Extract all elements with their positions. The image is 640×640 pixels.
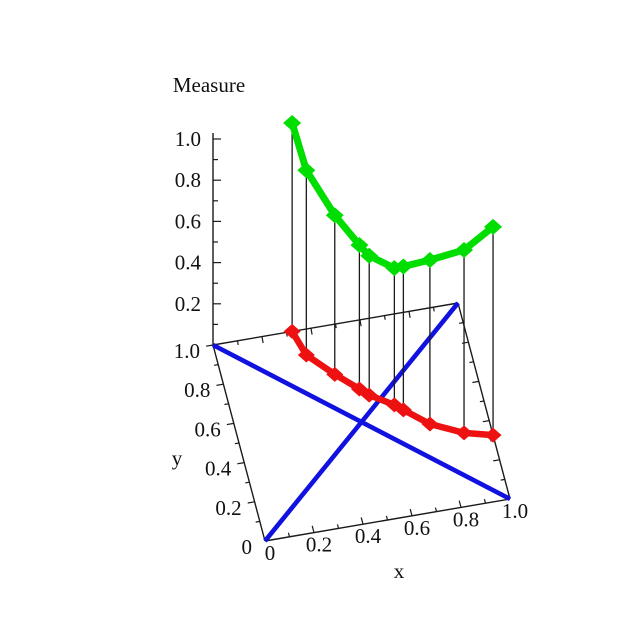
back-edge-tick [432,307,435,312]
y-axis-tick [216,383,224,386]
y-axis-tick-label: 1.0 [174,339,200,363]
red-data-point-marker [283,323,301,339]
x-axis-tick [287,532,291,537]
x-axis-tick-label: 0.2 [306,533,332,557]
y-axis-title: y [172,446,183,470]
y-axis-tick-label: 0.2 [215,496,241,520]
x-axis-tick [434,507,438,512]
red-data-point-marker [484,427,502,443]
y-axis-tick [213,364,219,366]
back-edge-tick [236,340,239,346]
right-edge-tick [500,478,505,481]
red-data-point-marker [421,416,439,432]
y-axis-tick [224,403,229,406]
tick-labels: 0 0.2 0.4 0.6 0.8 1.000.20.40.60.81.00.20.40.… [174,127,528,565]
y-axis-tick-label: 0 [242,535,253,559]
x-axis-tick [458,500,462,508]
back-edge-tick [408,311,411,318]
back-edge-tick [334,323,337,329]
x-axis-tick [311,525,315,533]
green-data-point-marker [455,241,474,258]
x-axis-tick [483,498,487,504]
x-axis-title: x [394,559,405,583]
measure-axis-tick-label: 0.8 [175,168,201,192]
measure-axis-tick-label: 0.2 [175,292,201,316]
y-axis-tick-label: 0.4 [205,457,232,481]
right-edge-tick [479,400,485,403]
x-axis-tick [385,515,389,521]
green-data-point-marker [394,258,413,275]
measure-axis-title: Measure [173,73,245,97]
right-edge-tick [461,341,469,344]
right-edge-tick [458,322,464,324]
green-data-point-marker [325,207,344,224]
red-data-point-marker [326,366,344,382]
green-data-point-marker [484,218,503,235]
right-edge-tick [472,380,479,384]
x-axis-tick-label: 0.6 [404,516,430,540]
y-axis-tick-label: 0.8 [184,378,210,402]
diagonal-y-equals-1-minus-x [211,342,512,502]
y-axis-tick [247,501,255,504]
measure-axis-tick-label: 1.0 [175,127,201,151]
stem-lines [291,122,494,436]
y-axis-tick [234,442,240,445]
y-axis-tick [237,462,245,465]
red-data-point-marker [360,387,378,403]
back-edge-tick [383,315,386,320]
back-edge-tick [310,328,313,335]
green-data-point-marker [297,162,316,179]
red-path-line [288,328,497,439]
y-axis-tick-label: 0.6 [195,417,221,441]
right-edge-tick [469,361,474,364]
x-axis-tick [409,508,413,516]
right-edge-tick [482,420,490,423]
base-plane-axes [205,133,511,542]
red-path-series [283,323,502,443]
red-data-point-marker [394,402,412,418]
green-measure-series [283,114,503,277]
green-data-point-marker [420,252,439,269]
green-data-point-marker [360,247,379,264]
y-axis-tick [226,422,234,426]
y-axis-tick [245,481,250,484]
back-edge-tick [359,319,362,327]
x-axis-tick-label: 0.4 [355,524,382,548]
right-edge-tick [493,459,500,462]
x-axis-tick-label: 0 [265,541,276,565]
y-axis-tick [205,344,214,347]
green-data-point-marker [350,236,369,253]
measure-axis-tick-label: 0.4 [175,251,202,275]
x-axis-tick [336,524,340,529]
green-measure-line [288,119,497,272]
measure-axis-tick-label: 0.6 [175,209,201,233]
green-data-point-marker [283,114,302,131]
x-axis-tick-label: 1.0 [502,499,528,523]
x-axis-tick-label: 0.8 [453,507,479,531]
y-axis-tick [255,520,260,523]
red-data-point-marker [455,425,473,441]
back-edge-tick [261,336,264,344]
red-data-point-marker [297,347,315,363]
diagonal-lines [211,301,512,543]
x-axis-tick [360,517,364,525]
